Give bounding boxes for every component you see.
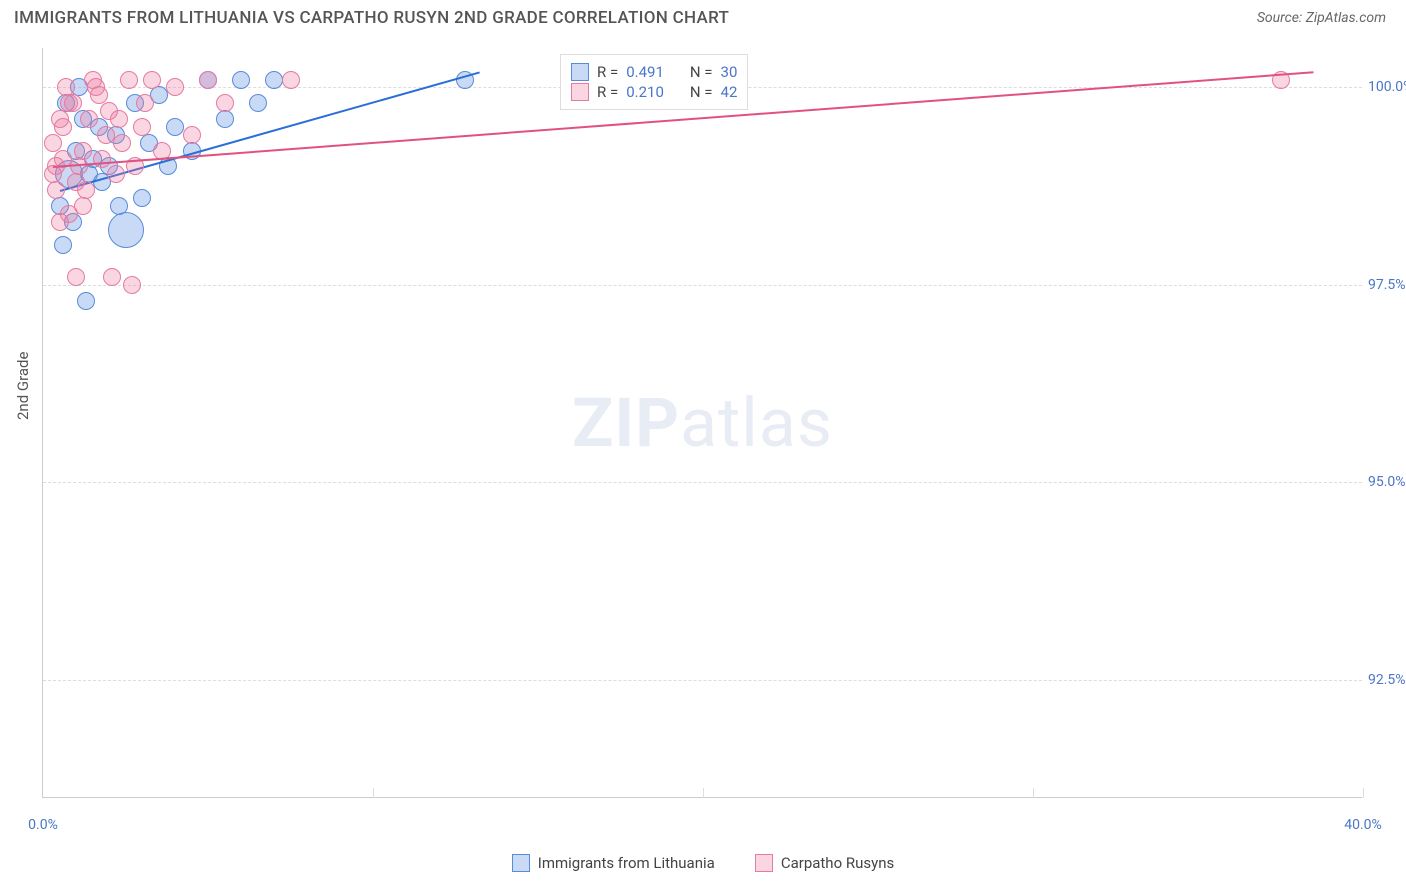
data-point xyxy=(166,118,184,136)
legend-n-label: N = xyxy=(690,63,713,81)
data-point xyxy=(93,150,111,168)
data-point xyxy=(90,86,108,104)
y-tick-label: 92.5% xyxy=(1368,672,1406,688)
y-axis-label: 2nd Grade xyxy=(14,352,32,420)
x-tick-label: 40.0% xyxy=(1344,817,1382,833)
data-point xyxy=(54,236,72,254)
gridline-vertical xyxy=(1363,788,1364,798)
data-point xyxy=(123,276,141,294)
watermark-light: atlas xyxy=(680,383,833,463)
gridline-vertical xyxy=(1033,788,1034,798)
legend-series-item: Carpatho Rusyns xyxy=(755,854,894,872)
data-point xyxy=(80,110,98,128)
data-point xyxy=(77,292,95,310)
legend-swatch xyxy=(571,63,589,81)
data-point xyxy=(183,126,201,144)
source-label: Source: ZipAtlas.com xyxy=(1257,10,1386,26)
legend-r-value: 0.491 xyxy=(626,63,664,81)
data-point xyxy=(97,126,115,144)
data-point xyxy=(64,94,82,112)
legend-n-value: 30 xyxy=(721,63,738,81)
data-point xyxy=(110,110,128,128)
data-point xyxy=(103,268,121,286)
data-point xyxy=(110,197,128,215)
gridline-horizontal xyxy=(43,680,1362,681)
y-tick-label: 100.0% xyxy=(1368,79,1406,95)
legend-series-item: Immigrants from Lithuania xyxy=(512,854,715,872)
legend-r-label: R = xyxy=(597,63,618,81)
series-legend: Immigrants from Lithuania Carpatho Rusyns xyxy=(0,854,1406,872)
correlation-legend: R = 0.491 N = 30 R = 0.210 N = 42 xyxy=(560,54,748,110)
data-point xyxy=(67,268,85,286)
data-point xyxy=(108,212,144,248)
data-point xyxy=(47,181,65,199)
gridline-vertical xyxy=(373,788,374,798)
gridline-horizontal xyxy=(43,285,1362,286)
legend-series-name: Immigrants from Lithuania xyxy=(538,854,715,872)
data-point xyxy=(199,71,217,89)
legend-r-value: 0.210 xyxy=(626,83,664,101)
data-point xyxy=(265,71,283,89)
chart-plot-area: ZIPatlas 92.5%95.0%97.5%100.0%0.0%40.0% xyxy=(42,48,1362,798)
data-point xyxy=(282,71,300,89)
watermark-bold: ZIP xyxy=(572,383,680,463)
chart-title: IMMIGRANTS FROM LITHUANIA VS CARPATHO RU… xyxy=(14,8,729,28)
data-point xyxy=(60,205,78,223)
y-tick-label: 95.0% xyxy=(1368,474,1406,490)
legend-swatch xyxy=(755,854,773,872)
data-point xyxy=(232,71,250,89)
data-point xyxy=(143,71,161,89)
data-point xyxy=(133,118,151,136)
y-tick-label: 97.5% xyxy=(1368,277,1406,293)
legend-series-name: Carpatho Rusyns xyxy=(781,854,894,872)
legend-swatch xyxy=(571,83,589,101)
legend-row: R = 0.210 N = 42 xyxy=(571,83,737,101)
data-point xyxy=(107,165,125,183)
legend-row: R = 0.491 N = 30 xyxy=(571,63,737,81)
data-point xyxy=(216,110,234,128)
gridline-vertical xyxy=(703,788,704,798)
legend-n-label: N = xyxy=(690,83,713,101)
data-point xyxy=(216,94,234,112)
gridline-horizontal xyxy=(43,482,1362,483)
data-point xyxy=(166,78,184,96)
data-point xyxy=(120,71,138,89)
data-point xyxy=(51,110,69,128)
chart-header: IMMIGRANTS FROM LITHUANIA VS CARPATHO RU… xyxy=(0,0,1406,36)
x-tick-label: 0.0% xyxy=(28,817,58,833)
legend-swatch xyxy=(512,854,530,872)
data-point xyxy=(57,78,75,96)
data-point xyxy=(249,94,267,112)
data-point xyxy=(136,94,154,112)
data-point xyxy=(133,189,151,207)
watermark: ZIPatlas xyxy=(572,383,833,463)
legend-r-label: R = xyxy=(597,83,618,101)
data-point xyxy=(77,181,95,199)
legend-n-value: 42 xyxy=(721,83,738,101)
data-point xyxy=(113,134,131,152)
